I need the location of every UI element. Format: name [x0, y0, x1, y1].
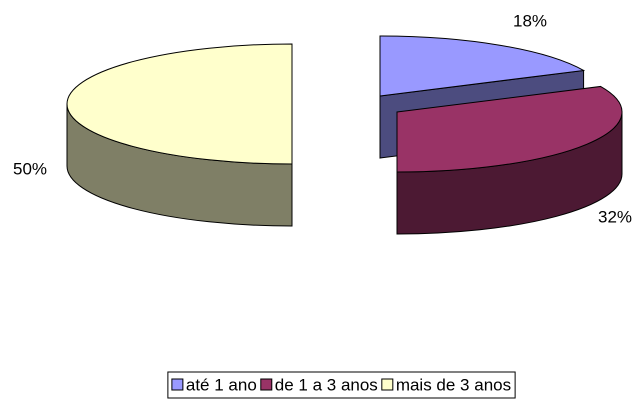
data-label: 18%: [513, 11, 547, 30]
legend-label: até 1 ano: [186, 375, 257, 394]
slice: [396, 85, 623, 173]
slice: [66, 43, 293, 165]
data-label: 32%: [598, 207, 632, 226]
legend-label: mais de 3 anos: [396, 375, 511, 394]
legend-swatch: [381, 378, 394, 391]
slice: [379, 35, 586, 97]
legend-swatch: [260, 378, 273, 391]
legend-swatch: [171, 378, 184, 391]
legend: [167, 371, 516, 399]
data-label: 50%: [13, 159, 47, 178]
legend-label: de 1 a 3 anos: [275, 375, 378, 394]
